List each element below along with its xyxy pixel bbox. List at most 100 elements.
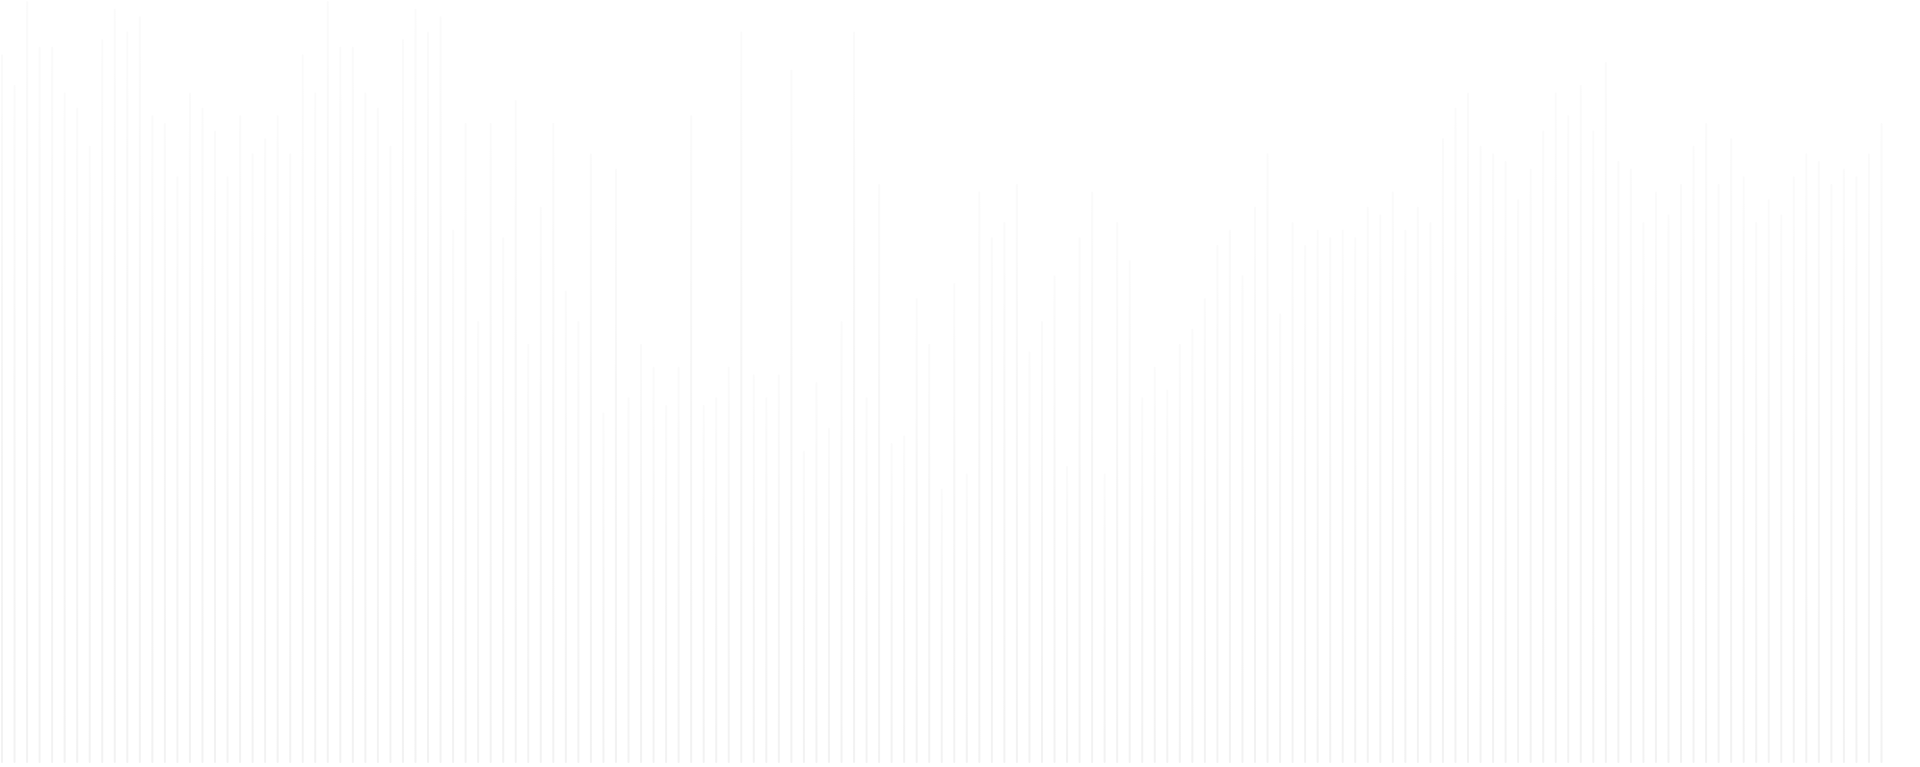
waveform-bar bbox=[1391, 191, 1394, 763]
waveform-bar bbox=[1028, 351, 1031, 763]
waveform-bar bbox=[439, 16, 442, 764]
waveform-bar bbox=[1805, 153, 1808, 763]
waveform-bar bbox=[251, 153, 254, 763]
waveform-bar bbox=[1316, 229, 1319, 764]
waveform-bar bbox=[427, 31, 430, 764]
waveform-bar bbox=[853, 31, 856, 764]
waveform-bar bbox=[978, 191, 981, 763]
waveform-bar bbox=[602, 412, 605, 763]
waveform-bar bbox=[101, 39, 104, 764]
waveform-bar bbox=[1254, 206, 1256, 764]
waveform-bar bbox=[1103, 473, 1106, 763]
waveform-bar bbox=[1040, 321, 1043, 763]
waveform-bar bbox=[865, 397, 868, 763]
waveform-bar bbox=[1, 54, 3, 763]
waveform-bar bbox=[1228, 229, 1231, 764]
waveform-bar bbox=[1705, 122, 1708, 764]
waveform-bar bbox=[1504, 161, 1507, 763]
waveform-bar bbox=[577, 321, 580, 763]
waveform-bar bbox=[63, 92, 66, 763]
waveform-bar bbox=[1842, 168, 1845, 763]
waveform-bar bbox=[1241, 275, 1244, 763]
waveform-bar bbox=[1554, 92, 1557, 763]
waveform-bar bbox=[1015, 183, 1018, 763]
waveform-bar bbox=[389, 145, 392, 763]
waveform-bar bbox=[26, 1, 29, 763]
waveform-bar bbox=[364, 92, 367, 763]
waveform-bar bbox=[1617, 161, 1620, 763]
waveform-bar bbox=[201, 107, 204, 764]
waveform-bar bbox=[1717, 183, 1720, 763]
waveform-bar bbox=[1178, 343, 1181, 763]
waveform-bar bbox=[13, 84, 16, 763]
waveform-bar bbox=[226, 176, 229, 763]
waveform-bar bbox=[314, 92, 317, 763]
waveform-bar bbox=[790, 69, 793, 763]
waveform-bar bbox=[289, 153, 292, 763]
waveform-bar bbox=[38, 46, 41, 764]
waveform-bar bbox=[1454, 107, 1457, 764]
waveform-bar bbox=[1692, 145, 1695, 763]
waveform-bar bbox=[1830, 183, 1833, 763]
waveform-bar bbox=[614, 168, 617, 763]
waveform-bar bbox=[1128, 260, 1131, 763]
waveform-bar bbox=[489, 122, 492, 764]
waveform-bar bbox=[214, 130, 217, 764]
waveform-bar bbox=[990, 237, 993, 764]
waveform-bar bbox=[276, 115, 279, 764]
waveform-bar bbox=[740, 31, 743, 764]
waveform-bar bbox=[1341, 229, 1344, 764]
waveform-bar bbox=[827, 427, 830, 763]
waveform-bar bbox=[1203, 298, 1206, 763]
waveform-bar bbox=[376, 107, 379, 764]
waveform-bar bbox=[163, 122, 166, 764]
waveform-bar bbox=[965, 473, 968, 763]
waveform-bar bbox=[878, 183, 881, 763]
waveform-bar bbox=[1078, 237, 1081, 764]
bar-group bbox=[1, 1, 1883, 764]
waveform-bar bbox=[51, 46, 54, 764]
waveform-bar bbox=[301, 54, 304, 763]
waveform-bar bbox=[1191, 328, 1194, 763]
waveform-bar bbox=[1855, 176, 1858, 763]
waveform-bar bbox=[1304, 244, 1307, 764]
waveform-bar bbox=[1767, 199, 1770, 763]
waveform-bar bbox=[1792, 176, 1795, 763]
waveform-bar bbox=[953, 282, 956, 763]
waveform-bar bbox=[1366, 206, 1369, 764]
waveform-bar bbox=[414, 8, 417, 764]
waveform-bar bbox=[113, 8, 116, 764]
waveform-bar bbox=[514, 100, 517, 763]
waveform-bar bbox=[138, 16, 141, 764]
waveform-bar bbox=[1667, 214, 1670, 764]
waveform-bar bbox=[151, 115, 154, 764]
waveform-bar bbox=[1053, 275, 1056, 763]
waveform-bar bbox=[1542, 130, 1545, 764]
waveform-bar bbox=[539, 206, 542, 764]
waveform-bar bbox=[452, 229, 455, 764]
waveform-bar bbox=[777, 374, 780, 763]
waveform-bar bbox=[652, 366, 655, 763]
waveform-bar bbox=[1579, 84, 1582, 763]
waveform-bar bbox=[915, 298, 918, 763]
waveform-bar bbox=[1091, 191, 1094, 763]
waveform-bar bbox=[627, 397, 630, 763]
waveform-bar bbox=[1529, 168, 1532, 763]
waveform-bar bbox=[1291, 221, 1294, 764]
waveform-bar bbox=[802, 450, 805, 763]
waveform-bar bbox=[1755, 221, 1758, 764]
waveform-bar bbox=[1867, 153, 1870, 763]
waveform-bar bbox=[765, 397, 768, 763]
waveform-bar bbox=[1654, 191, 1657, 763]
waveform-bar bbox=[840, 321, 843, 763]
waveform-bar bbox=[1817, 161, 1820, 763]
waveform-bar bbox=[527, 343, 530, 763]
waveform-bar bbox=[1116, 221, 1119, 764]
waveform-bar bbox=[752, 374, 755, 763]
waveform-bar bbox=[1266, 153, 1269, 763]
waveform-bar bbox=[1680, 183, 1683, 763]
waveform-bar bbox=[815, 382, 818, 763]
waveform-bar bbox=[1742, 176, 1745, 763]
